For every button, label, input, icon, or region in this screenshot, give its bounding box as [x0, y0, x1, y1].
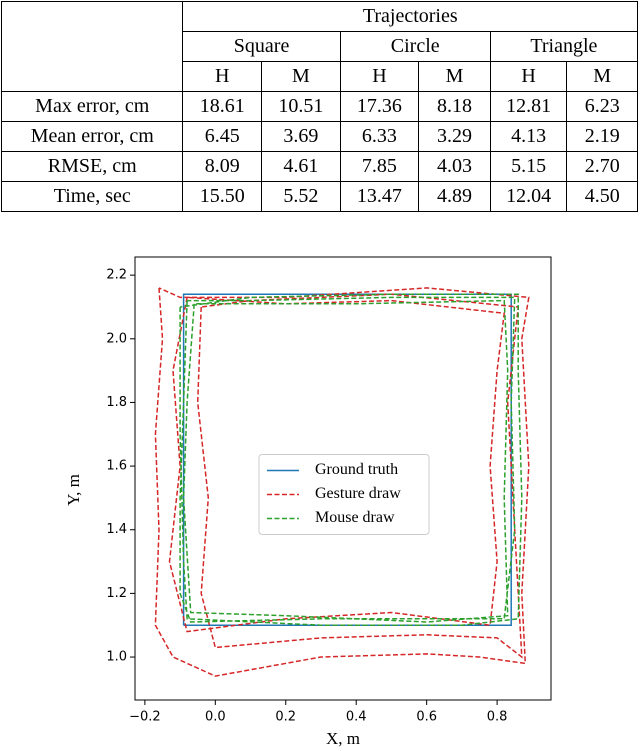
header-cell: Trajectories — [182, 1, 638, 32]
legend-label: Ground truth — [315, 461, 398, 478]
value-cell: 3.69 — [261, 121, 341, 152]
group-cell: Square — [182, 31, 341, 62]
corner-cell — [0, 1, 184, 92]
value-cell: 6.23 — [566, 91, 638, 122]
table-row: Time, sec 15.50 5.52 13.47 4.89 12.04 4.50 — [0, 181, 638, 212]
y-tick-label: 1.6 — [106, 459, 127, 474]
table-row: RMSE, cm 8.09 4.61 7.85 4.03 5.15 2.70 — [0, 151, 638, 182]
y-tick-label: 1.8 — [106, 395, 127, 410]
trajectory-line — [179, 293, 523, 626]
x-tick-label: 0.4 — [346, 710, 367, 725]
subheader-cell: H — [489, 61, 568, 92]
subheader-cell: M — [261, 61, 341, 92]
value-cell: 5.15 — [489, 151, 568, 182]
value-cell: 18.61 — [182, 91, 263, 122]
value-cell: 17.36 — [339, 91, 420, 122]
legend-label: Mouse draw — [315, 509, 395, 526]
value-cell: 4.89 — [418, 181, 491, 212]
value-cell: 4.13 — [489, 121, 568, 152]
table-row: Mean error, cm 6.45 3.69 6.33 3.29 4.13 2.19 — [0, 121, 638, 152]
y-tick-label: 2.2 — [106, 268, 127, 283]
row-label: Mean error, cm — [0, 121, 184, 152]
x-tick-label: 0.6 — [416, 710, 437, 725]
value-cell: 15.50 — [182, 181, 263, 212]
value-cell: 4.50 — [566, 181, 638, 212]
x-tick-label: 0.8 — [487, 710, 508, 725]
value-cell: 12.81 — [489, 91, 568, 122]
value-cell: 8.09 — [182, 151, 263, 182]
y-axis-label: Y, m — [64, 474, 83, 506]
subheader-cell: H — [339, 61, 420, 92]
group-cell: Circle — [339, 31, 491, 62]
value-cell: 7.85 — [339, 151, 420, 182]
subheader-cell: M — [418, 61, 491, 92]
x-tick-label: −0.2 — [129, 710, 161, 725]
value-cell: 6.45 — [182, 121, 263, 152]
row-label: Time, sec — [0, 181, 184, 212]
chart: X, m Y, m −0.2 0.0 0.2 0.4 0.6 0.8 1.0 1.2 1.4 1.… — [64, 256, 552, 748]
value-cell: 12.04 — [489, 181, 568, 212]
results-table: Trajectories Square Circle Triangle H M H M H M Ma… — [0, 1, 639, 212]
table-row: Square Circle Triangle — [2, 31, 639, 62]
y-tick-label: 2.0 — [106, 331, 127, 346]
group-cell: Triangle — [489, 31, 639, 62]
table-row: Max error, cm 18.61 10.51 17.36 8.18 12.81 6.2… — [0, 91, 638, 122]
subheader-cell: H — [182, 61, 263, 92]
y-tick-label: 1.2 — [106, 586, 127, 601]
y-tick-label: 1.4 — [106, 522, 127, 537]
value-cell: 10.51 — [261, 91, 341, 122]
value-cell: 3.29 — [418, 121, 491, 152]
value-cell: 4.61 — [261, 151, 341, 182]
value-cell: 4.03 — [418, 151, 491, 182]
value-cell: 5.52 — [261, 181, 341, 212]
subheader-cell: M — [566, 61, 638, 92]
table-row: Trajectories — [0, 1, 638, 92]
value-cell: 13.47 — [339, 181, 420, 212]
value-cell: 2.19 — [566, 121, 638, 152]
x-tick-label: 0.0 — [205, 710, 226, 725]
x-axis-label: X, m — [326, 729, 360, 748]
y-tick-label: 1.0 — [106, 650, 127, 665]
row-label: RMSE, cm — [0, 151, 184, 182]
value-cell: 6.33 — [339, 121, 420, 152]
legend-box — [258, 454, 430, 535]
row-label: Max error, cm — [0, 91, 184, 122]
x-tick-label: 0.2 — [275, 710, 296, 725]
plot-frame — [134, 256, 552, 701]
value-cell: 8.18 — [418, 91, 491, 122]
trajectory-line — [154, 287, 530, 677]
legend-label: Gesture draw — [315, 485, 401, 502]
value-cell: 2.70 — [566, 151, 638, 182]
